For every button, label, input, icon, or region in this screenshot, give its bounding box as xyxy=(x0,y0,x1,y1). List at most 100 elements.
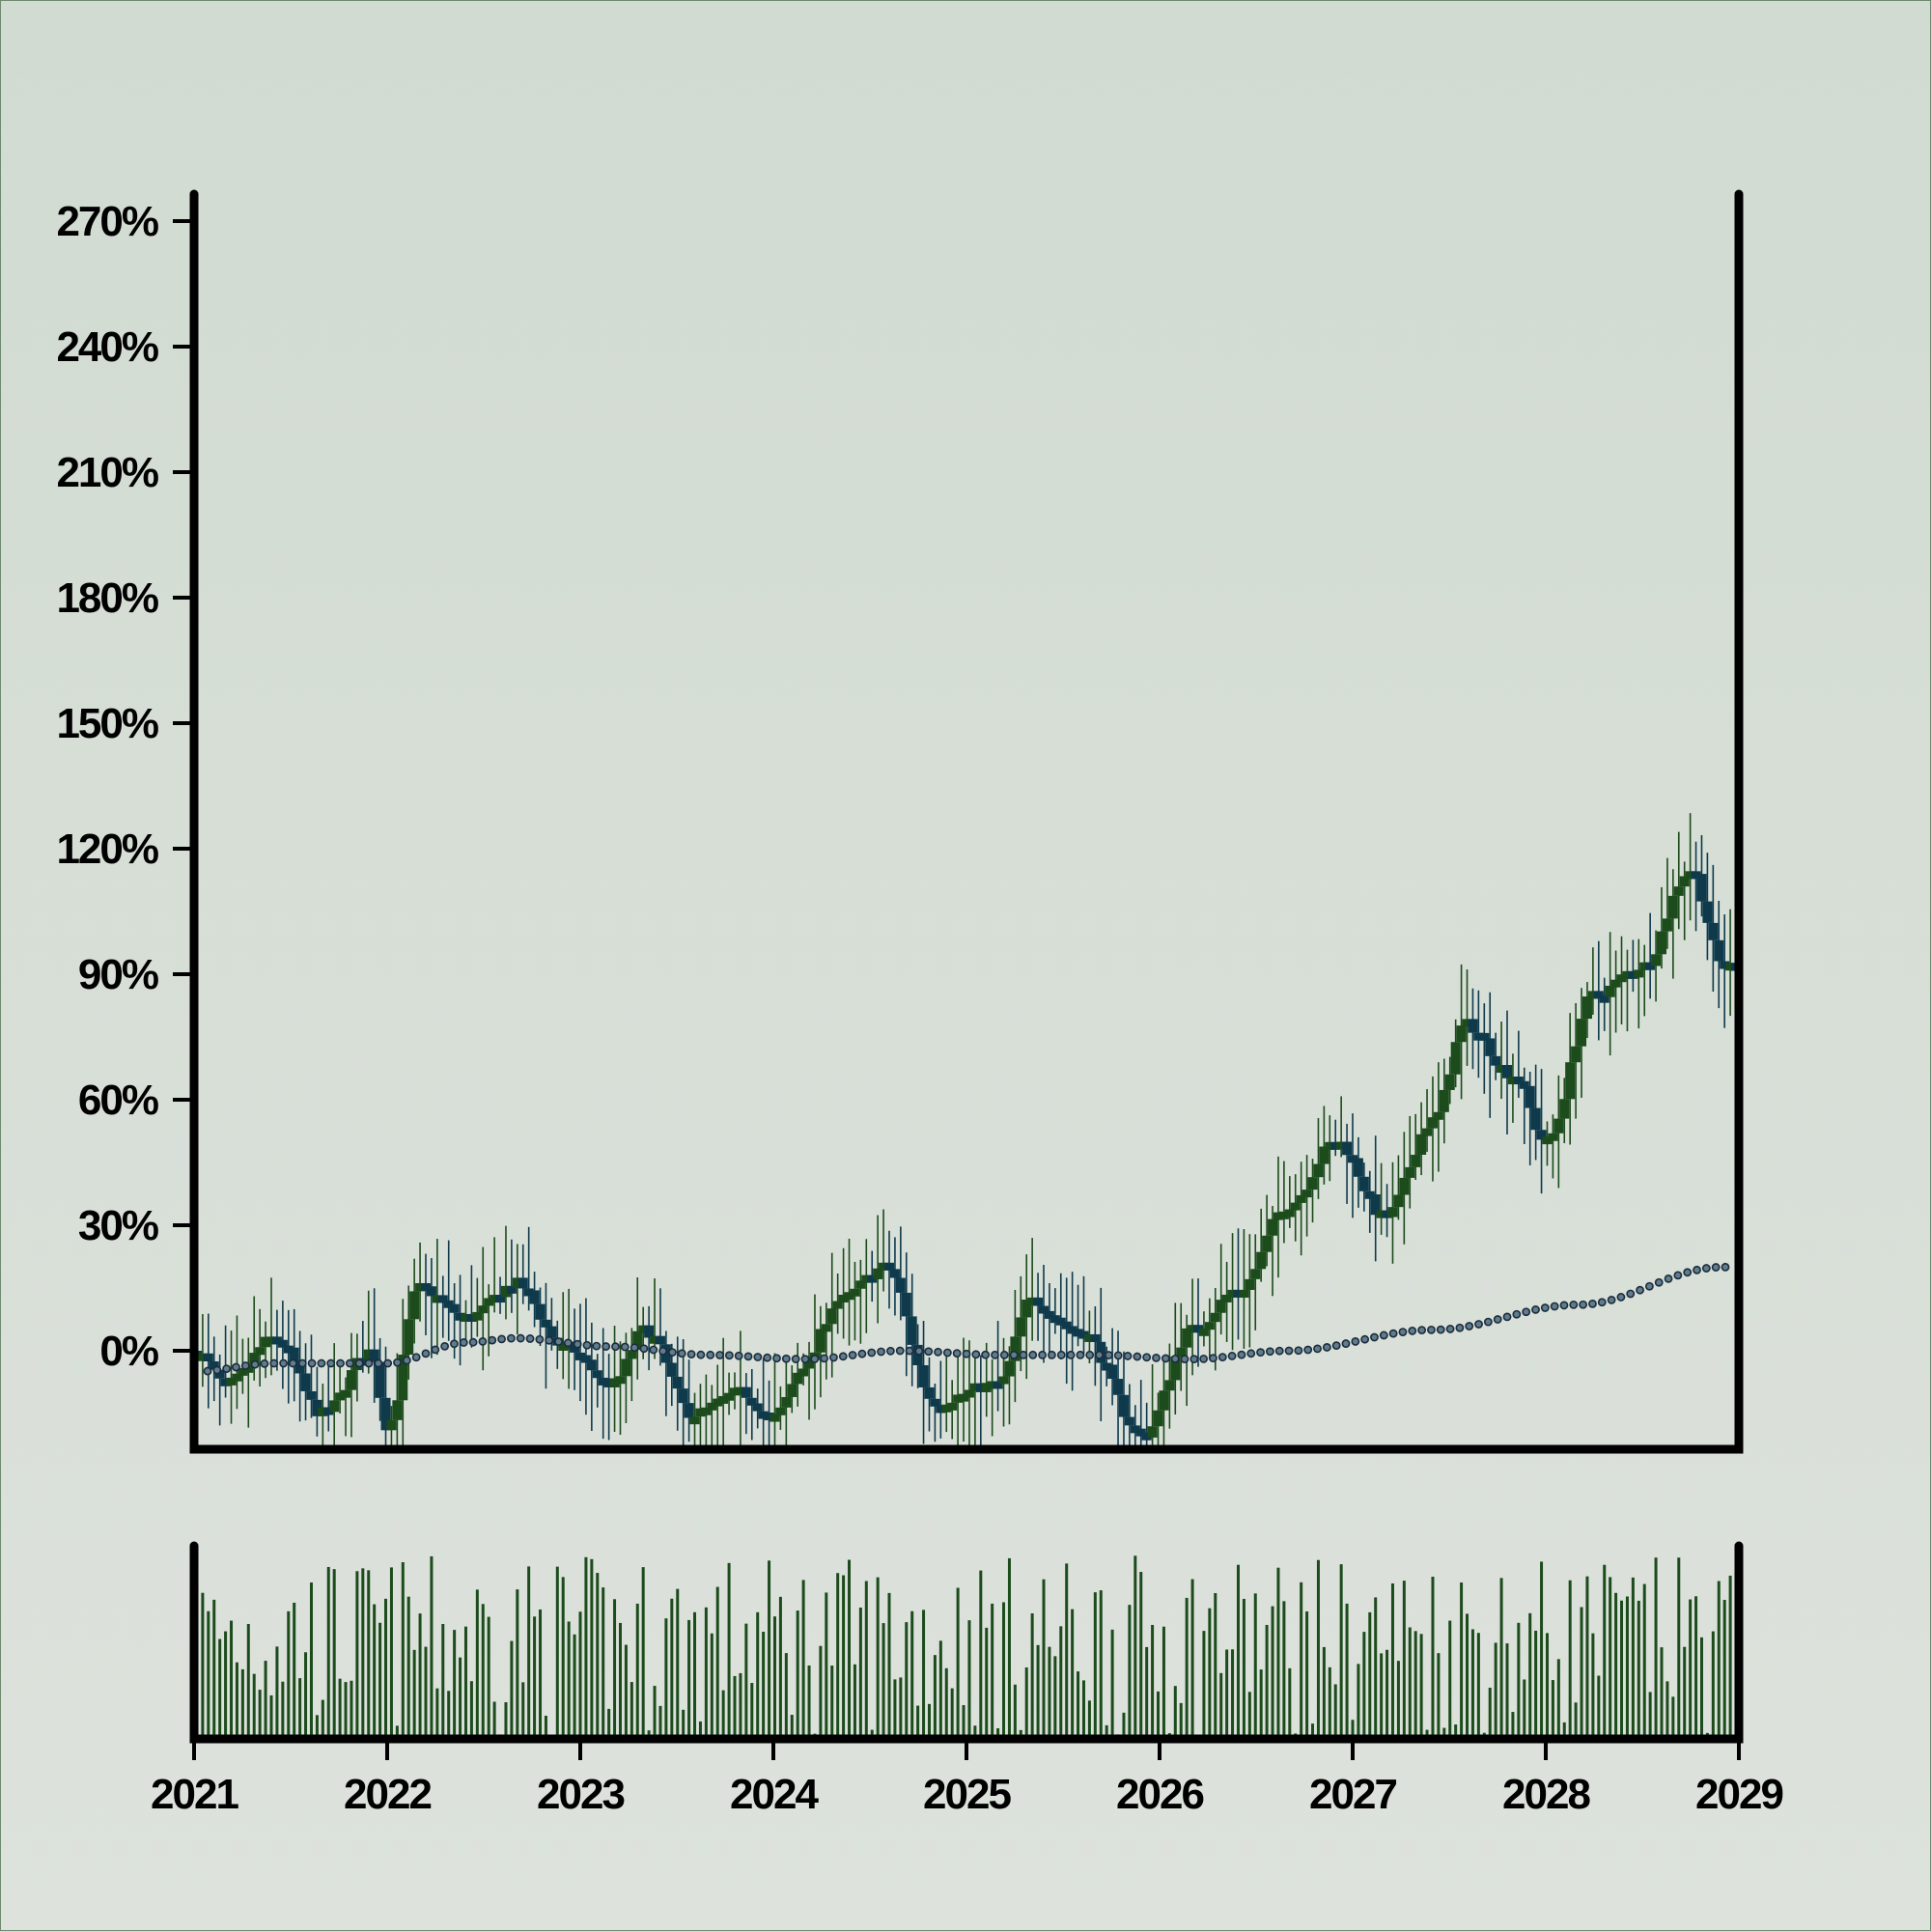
candle xyxy=(523,1226,534,1311)
candle xyxy=(1193,1278,1203,1367)
candle xyxy=(1090,1305,1101,1386)
moving-average-point xyxy=(1645,1281,1654,1291)
volume-bar xyxy=(1253,1593,1257,1739)
candle xyxy=(1376,1162,1386,1235)
candle xyxy=(632,1276,643,1380)
moving-average-point xyxy=(630,1343,639,1353)
moving-average-point xyxy=(763,1353,772,1362)
candle xyxy=(838,1247,849,1339)
y-tick-label: 150% xyxy=(56,700,157,747)
candle xyxy=(261,1321,271,1379)
volume-bar xyxy=(1660,1647,1664,1739)
volume-bar xyxy=(1637,1600,1640,1739)
volume-bar xyxy=(287,1610,291,1739)
volume-bar xyxy=(389,1567,393,1739)
candle xyxy=(1176,1302,1187,1391)
volume-bar xyxy=(1077,1671,1080,1739)
moving-average-point xyxy=(677,1349,686,1358)
moving-average-point xyxy=(1313,1344,1322,1354)
moving-average-point xyxy=(411,1353,421,1362)
candle xyxy=(879,1209,889,1292)
candle xyxy=(351,1333,362,1402)
volume-bar xyxy=(853,1664,856,1739)
moving-average-point xyxy=(1284,1346,1294,1356)
candle xyxy=(615,1341,626,1435)
moving-average-point xyxy=(1512,1309,1522,1319)
candle xyxy=(1027,1238,1038,1341)
candle xyxy=(346,1332,356,1438)
candle xyxy=(1577,988,1587,1098)
volume-bar xyxy=(870,1729,874,1739)
volume-bar xyxy=(281,1681,285,1739)
volume-bar xyxy=(938,1640,942,1739)
volume-bar xyxy=(1585,1576,1589,1739)
candle xyxy=(1725,909,1736,1017)
volume-bar xyxy=(1305,1610,1309,1739)
candle xyxy=(580,1298,591,1415)
volume-bar xyxy=(258,1690,262,1739)
candle xyxy=(558,1292,569,1380)
moving-average-point xyxy=(1654,1277,1664,1287)
moving-average-point xyxy=(250,1359,260,1369)
volume-bar xyxy=(1357,1664,1360,1739)
moving-average-point xyxy=(1408,1327,1417,1335)
volume-bar xyxy=(344,1682,348,1739)
candle xyxy=(1336,1096,1347,1158)
volume-bar xyxy=(516,1589,519,1739)
volume-bar xyxy=(406,1596,410,1739)
volume-bar xyxy=(1030,1612,1034,1739)
candle xyxy=(1559,1078,1570,1143)
candle xyxy=(804,1341,815,1420)
candle xyxy=(672,1336,683,1431)
moving-average-point xyxy=(734,1351,743,1360)
x-tick-label: 2021 xyxy=(151,1771,238,1818)
y-tick-label: 120% xyxy=(56,826,157,873)
candle xyxy=(1067,1272,1077,1391)
moving-average-point xyxy=(402,1356,411,1365)
volume-bar xyxy=(1728,1575,1732,1739)
candle xyxy=(1387,1162,1398,1264)
moving-average-point xyxy=(971,1350,981,1359)
candle xyxy=(1513,1030,1524,1098)
candle xyxy=(1124,1384,1134,1449)
moving-average-point xyxy=(1227,1352,1237,1360)
volume-bar xyxy=(1122,1712,1126,1739)
volume-bar xyxy=(664,1618,668,1739)
moving-average-point xyxy=(459,1338,468,1347)
candle xyxy=(1004,1346,1015,1425)
volume-bar xyxy=(1631,1577,1635,1739)
moving-average-point xyxy=(877,1347,885,1357)
x-tick-label: 2028 xyxy=(1502,1771,1590,1818)
candle xyxy=(455,1274,465,1366)
volume-bar xyxy=(1625,1596,1629,1739)
moving-average-point xyxy=(991,1350,999,1359)
volume-bar xyxy=(1665,1681,1669,1739)
volume-bar xyxy=(269,1694,273,1739)
candle xyxy=(901,1252,911,1377)
moving-average-point xyxy=(1019,1350,1028,1359)
moving-average-point xyxy=(1246,1349,1256,1358)
volume-bar xyxy=(1042,1579,1046,1739)
volume-bar xyxy=(1580,1607,1583,1739)
candle xyxy=(1239,1229,1249,1350)
volume-bar xyxy=(504,1702,508,1739)
price-axes xyxy=(189,189,1744,1454)
volume-bar xyxy=(1431,1577,1435,1739)
moving-average-point xyxy=(1417,1326,1426,1335)
candle xyxy=(306,1334,317,1418)
moving-average-point xyxy=(1066,1350,1076,1359)
volume-bar xyxy=(721,1690,725,1739)
volume-bar xyxy=(315,1715,319,1739)
volume-bar xyxy=(1139,1572,1143,1739)
volume-bar xyxy=(1099,1590,1103,1739)
volume-bar xyxy=(819,1645,823,1739)
candle xyxy=(1073,1284,1083,1347)
volume-bar xyxy=(1648,1692,1652,1739)
volume-bar xyxy=(1157,1691,1161,1739)
x-axis-ticks: 2021 2022 2023 2024 2025 2026 2027 2028 2029 xyxy=(151,1739,1784,1818)
volume-bar xyxy=(762,1631,766,1739)
volume-bar xyxy=(539,1609,543,1739)
moving-average-point xyxy=(1170,1354,1180,1363)
volume-bar xyxy=(641,1567,645,1739)
moving-average-point xyxy=(525,1334,535,1343)
